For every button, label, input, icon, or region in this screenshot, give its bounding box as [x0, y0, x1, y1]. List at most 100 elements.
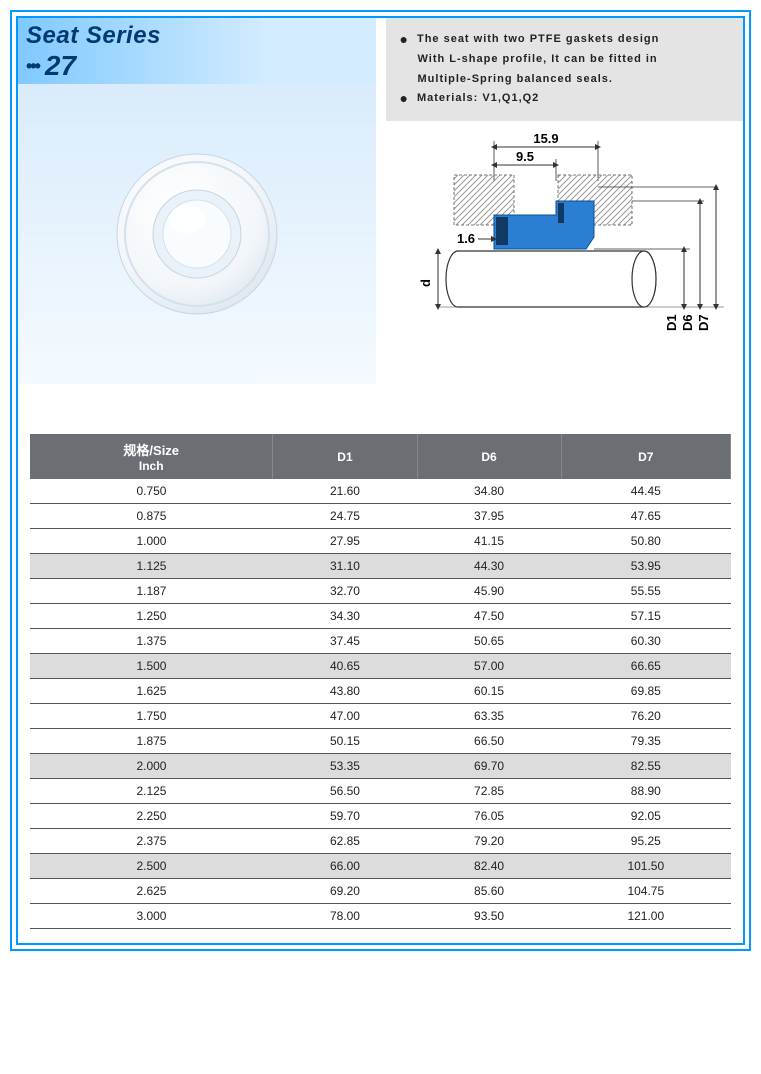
- cell-size: 1.187: [30, 579, 273, 604]
- cell-d7: 92.05: [561, 804, 730, 829]
- table-row: 2.62569.2085.60104.75: [30, 879, 731, 904]
- inner-frame: Seat Series ••• 27: [16, 16, 745, 945]
- cell-size: 2.000: [30, 754, 273, 779]
- col-d7: D7: [561, 434, 730, 479]
- dim-D7: D7: [696, 315, 711, 332]
- cell-size: 2.375: [30, 829, 273, 854]
- cell-size: 0.875: [30, 504, 273, 529]
- table-row: 3.00078.0093.50121.00: [30, 904, 731, 929]
- table-row: 0.87524.7537.9547.65: [30, 504, 731, 529]
- cell-size: 1.000: [30, 529, 273, 554]
- cell-d7: 79.35: [561, 729, 730, 754]
- cell-d1: 47.00: [273, 704, 417, 729]
- cell-d6: 45.90: [417, 579, 561, 604]
- cell-size: 1.625: [30, 679, 273, 704]
- col-d1: D1: [273, 434, 417, 479]
- cell-d1: 62.85: [273, 829, 417, 854]
- cell-size: 2.500: [30, 854, 273, 879]
- cell-size: 1.750: [30, 704, 273, 729]
- cell-d1: 32.70: [273, 579, 417, 604]
- product-photo: [18, 84, 376, 384]
- cross-section-diagram: 15.9 9.5 1.6: [386, 121, 744, 361]
- info-line-3: Multiple-Spring balanced seals.: [400, 70, 730, 90]
- cell-d6: 79.20: [417, 829, 561, 854]
- cell-size: 1.125: [30, 554, 273, 579]
- cell-size: 2.125: [30, 779, 273, 804]
- cell-d1: 53.35: [273, 754, 417, 779]
- cell-d7: 101.50: [561, 854, 730, 879]
- col-d6: D6: [417, 434, 561, 479]
- table-row: 1.00027.9541.1550.80: [30, 529, 731, 554]
- series-number-row: ••• 27: [26, 50, 368, 82]
- cell-size: 2.625: [30, 879, 273, 904]
- table-row: 2.50066.0082.40101.50: [30, 854, 731, 879]
- table-row: 1.37537.4550.6560.30: [30, 629, 731, 654]
- cell-d6: 60.15: [417, 679, 561, 704]
- cell-d6: 63.35: [417, 704, 561, 729]
- bullet-icon: ●: [400, 30, 409, 50]
- cell-size: 2.250: [30, 804, 273, 829]
- cell-d6: 82.40: [417, 854, 561, 879]
- cell-d7: 55.55: [561, 579, 730, 604]
- cell-d7: 82.55: [561, 754, 730, 779]
- table-row: 1.50040.6557.0066.65: [30, 654, 731, 679]
- cell-d1: 37.45: [273, 629, 417, 654]
- cell-d6: 72.85: [417, 779, 561, 804]
- cell-d1: 69.20: [273, 879, 417, 904]
- cell-d1: 43.80: [273, 679, 417, 704]
- top-section: Seat Series ••• 27: [18, 18, 743, 384]
- dim-D1: D1: [664, 315, 679, 332]
- cell-d6: 69.70: [417, 754, 561, 779]
- outer-frame: Seat Series ••• 27: [10, 10, 751, 951]
- cell-d6: 57.00: [417, 654, 561, 679]
- cell-d7: 47.65: [561, 504, 730, 529]
- cell-d7: 95.25: [561, 829, 730, 854]
- cell-d6: 66.50: [417, 729, 561, 754]
- dim-D6: D6: [680, 315, 695, 332]
- cell-d1: 40.65: [273, 654, 417, 679]
- table-body: 0.75021.6034.8044.450.87524.7537.9547.65…: [30, 479, 731, 929]
- cell-d7: 50.80: [561, 529, 730, 554]
- table-header-row: 规格/Size Inch D1 D6 D7: [30, 434, 731, 479]
- cell-d6: 85.60: [417, 879, 561, 904]
- cell-d6: 50.65: [417, 629, 561, 654]
- cell-d1: 78.00: [273, 904, 417, 929]
- cell-d7: 60.30: [561, 629, 730, 654]
- cell-size: 0.750: [30, 479, 273, 504]
- cell-d1: 50.15: [273, 729, 417, 754]
- cell-d1: 24.75: [273, 504, 417, 529]
- cell-d7: 44.45: [561, 479, 730, 504]
- cell-d7: 121.00: [561, 904, 730, 929]
- cell-size: 1.375: [30, 629, 273, 654]
- dim-d: d: [418, 279, 433, 287]
- col-size: 规格/Size Inch: [30, 434, 273, 479]
- table-row: 2.00053.3569.7082.55: [30, 754, 731, 779]
- series-number: 27: [45, 50, 76, 82]
- right-column: ● The seat with two PTFE gaskets design …: [386, 18, 744, 384]
- bullet-icon: ●: [400, 89, 409, 109]
- table-row: 1.12531.1044.3053.95: [30, 554, 731, 579]
- table-row: 1.18732.7045.9055.55: [30, 579, 731, 604]
- cell-d1: 34.30: [273, 604, 417, 629]
- cell-d1: 31.10: [273, 554, 417, 579]
- cell-d6: 41.15: [417, 529, 561, 554]
- dots-icon: •••: [26, 56, 39, 77]
- info-materials: Materials: V1,Q1,Q2: [417, 89, 539, 109]
- cell-d7: 88.90: [561, 779, 730, 804]
- cell-d1: 66.00: [273, 854, 417, 879]
- diagram-svg: 15.9 9.5 1.6: [394, 131, 734, 361]
- seat-ring-illustration: [97, 134, 297, 334]
- cell-d6: 93.50: [417, 904, 561, 929]
- cell-d1: 59.70: [273, 804, 417, 829]
- cell-size: 1.250: [30, 604, 273, 629]
- cell-d6: 76.05: [417, 804, 561, 829]
- table-row: 1.75047.0063.3576.20: [30, 704, 731, 729]
- dim-top1: 15.9: [534, 131, 559, 146]
- cell-size: 1.500: [30, 654, 273, 679]
- cell-d7: 53.95: [561, 554, 730, 579]
- cell-d6: 34.80: [417, 479, 561, 504]
- cell-d7: 66.65: [561, 654, 730, 679]
- table-row: 1.87550.1566.5079.35: [30, 729, 731, 754]
- cell-d6: 37.95: [417, 504, 561, 529]
- cell-d6: 44.30: [417, 554, 561, 579]
